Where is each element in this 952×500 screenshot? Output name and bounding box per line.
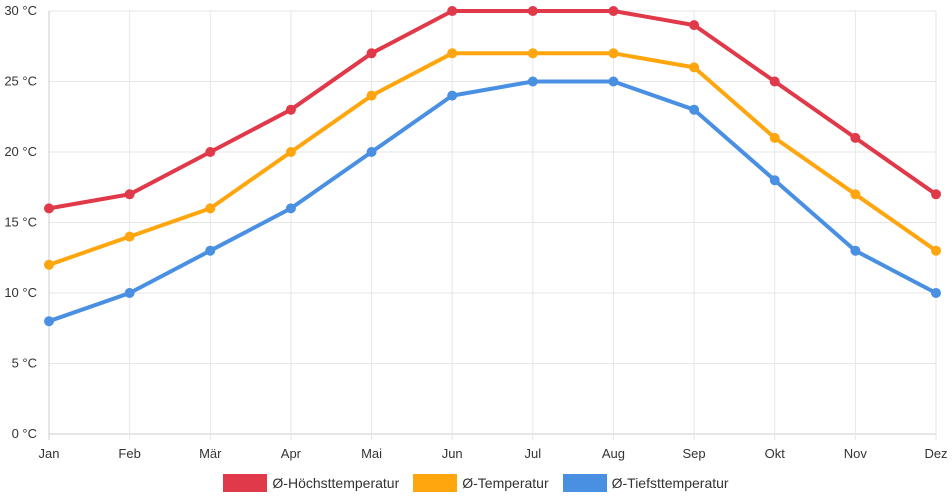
legend-label: Ø-Höchsttemperatur xyxy=(272,475,400,491)
x-tick-label: Dez xyxy=(924,446,947,461)
data-point[interactable] xyxy=(608,76,619,87)
y-tick-label: 5 °C xyxy=(12,356,37,371)
y-tick-label: 15 °C xyxy=(4,215,37,230)
data-point[interactable] xyxy=(205,203,216,214)
data-point[interactable] xyxy=(850,132,861,143)
data-point[interactable] xyxy=(689,104,700,115)
x-axis-ticks: Jan Feb Mär Apr Mai Jun Jul Aug Sep Okt Nov Dez xyxy=(39,446,948,461)
data-point[interactable] xyxy=(366,48,377,59)
chart-legend: Ø-Höchsttemperatur Ø-Temperatur Ø-Tiefstte… xyxy=(0,472,952,494)
data-point[interactable] xyxy=(527,76,538,87)
data-point[interactable] xyxy=(769,175,780,186)
data-point[interactable] xyxy=(689,20,700,31)
legend-label: Ø-Tiefsttemperatur xyxy=(611,475,729,491)
x-tick-label: Nov xyxy=(844,446,868,461)
data-point[interactable] xyxy=(124,189,135,200)
legend-item-3[interactable]: Ø-Tiefsttemperatur xyxy=(562,474,729,492)
grid-lines xyxy=(48,10,937,440)
temperature-line-chart: 0 °C 5 °C 10 °C 15 °C 20 °C 25 °C 30 °C Jan Feb… xyxy=(4,3,948,461)
data-point[interactable] xyxy=(447,90,458,101)
legend-label: Ø-Temperatur xyxy=(462,475,549,491)
y-tick-label: 10 °C xyxy=(4,285,37,300)
data-point[interactable] xyxy=(205,245,216,256)
y-tick-label: 0 °C xyxy=(12,426,37,441)
data-point[interactable] xyxy=(527,48,538,59)
x-tick-label: Sep xyxy=(683,446,706,461)
series-line-3 xyxy=(47,79,938,324)
legend-item-1[interactable]: Ø-Höchsttemperatur xyxy=(223,474,399,492)
data-point[interactable] xyxy=(608,6,619,16)
data-point[interactable] xyxy=(205,147,216,157)
x-tick-label: Mär xyxy=(199,446,222,461)
data-point[interactable] xyxy=(689,62,700,73)
data-point[interactable] xyxy=(931,288,941,298)
x-tick-label: Feb xyxy=(118,446,140,461)
x-tick-label: Aug xyxy=(602,446,625,461)
y-axis-ticks: 0 °C 5 °C 10 °C 15 °C 20 °C 25 °C 30 °C xyxy=(4,3,37,441)
y-tick-label: 30 °C xyxy=(4,3,37,18)
x-tick-label: Okt xyxy=(765,446,786,461)
series-lines xyxy=(47,9,938,324)
x-tick-label: Mai xyxy=(361,446,382,461)
y-tick-label: 25 °C xyxy=(4,74,37,89)
data-point[interactable] xyxy=(447,48,458,59)
data-point[interactable] xyxy=(850,189,861,200)
data-point[interactable] xyxy=(285,147,296,157)
data-point[interactable] xyxy=(608,48,619,59)
x-tick-label: Jul xyxy=(525,446,542,461)
data-point[interactable] xyxy=(44,203,54,214)
data-point[interactable] xyxy=(769,132,780,143)
data-point[interactable] xyxy=(447,6,458,16)
data-point[interactable] xyxy=(366,90,377,101)
x-tick-label: Jun xyxy=(442,446,463,461)
data-point[interactable] xyxy=(366,147,377,157)
legend-swatch xyxy=(413,474,458,492)
data-point[interactable] xyxy=(527,6,538,16)
legend-swatch xyxy=(562,474,607,492)
data-point[interactable] xyxy=(44,316,54,327)
series-line-1 xyxy=(47,9,938,211)
y-tick-label: 20 °C xyxy=(4,144,37,159)
x-tick-label: Apr xyxy=(281,446,302,461)
data-point[interactable] xyxy=(44,259,54,270)
series-line-2 xyxy=(47,51,938,267)
legend-swatch xyxy=(223,474,268,492)
data-point[interactable] xyxy=(931,189,941,200)
data-point[interactable] xyxy=(285,104,296,115)
data-point[interactable] xyxy=(850,245,861,256)
data-point[interactable] xyxy=(124,288,135,298)
legend-item-2[interactable]: Ø-Temperatur xyxy=(413,474,549,492)
x-tick-label: Jan xyxy=(39,446,60,461)
data-point[interactable] xyxy=(285,203,296,214)
data-point[interactable] xyxy=(769,76,780,87)
data-point[interactable] xyxy=(931,245,941,256)
series-points xyxy=(44,6,941,327)
data-point[interactable] xyxy=(124,231,135,242)
